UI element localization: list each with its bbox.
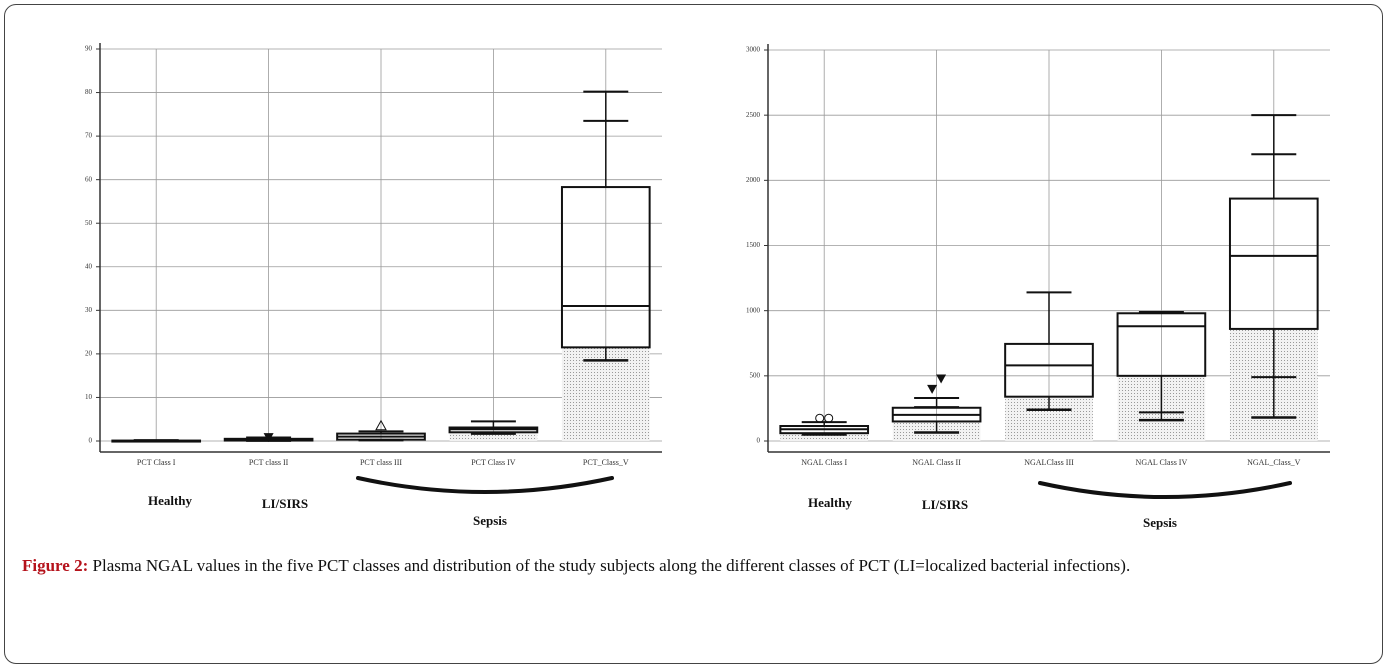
y-tick-label: 90 (85, 45, 93, 53)
y-tick-label: 2500 (746, 111, 761, 119)
y-tick-label: 1000 (746, 306, 761, 314)
y-tick-label: 70 (85, 132, 93, 140)
outlier (825, 414, 833, 422)
caption-text: Plasma NGAL values in the five PCT class… (93, 556, 1131, 575)
y-tick-label: 500 (750, 371, 761, 379)
group-label: LI/SIRS (262, 496, 308, 511)
x-tick-label: NGALClass III (1024, 458, 1074, 467)
y-tick-label: 40 (85, 262, 93, 270)
y-tick-label: 20 (85, 349, 93, 357)
group-label: LI/SIRS (922, 497, 968, 512)
outlier (927, 385, 937, 394)
y-tick-label: 2000 (746, 176, 761, 184)
x-tick-label: PCT class III (360, 458, 402, 467)
x-tick-label: PCT Class IV (471, 458, 516, 467)
y-tick-label: 60 (85, 175, 93, 183)
y-tick-label: 0 (89, 437, 93, 445)
y-tick-label: 0 (757, 437, 761, 445)
outlier (936, 374, 946, 383)
x-tick-label: NGAL Class IV (1136, 458, 1188, 467)
group-brace (358, 478, 612, 492)
y-tick-label: 3000 (746, 46, 761, 54)
group-brace (1040, 483, 1290, 497)
x-tick-label: PCT class II (249, 458, 289, 467)
group-label: Sepsis (1143, 515, 1177, 530)
y-tick-label: 30 (85, 306, 93, 314)
y-tick-label: 50 (85, 219, 93, 227)
outlier (816, 414, 824, 422)
group-label: Healthy (148, 493, 193, 508)
x-tick-label: NGAL Class II (912, 458, 961, 467)
y-tick-label: 80 (85, 88, 93, 96)
charts: 0 10 20 30 40 50 60 70 80 90 PCT Class I PCT class … (0, 0, 1389, 545)
y-tick-label: 1500 (746, 241, 761, 249)
y-tick-label: 10 (85, 393, 93, 401)
group-label: Healthy (808, 495, 853, 510)
x-tick-label: NGAL_Class_V (1247, 458, 1301, 467)
caption-label: Figure 2: (22, 556, 88, 575)
x-tick-label: PCT Class I (137, 458, 176, 467)
x-tick-label: PCT_Class_V (583, 458, 629, 467)
x-tick-label: NGAL Class I (801, 458, 847, 467)
group-label: Sepsis (473, 513, 507, 528)
caption: Figure 2: Plasma NGAL values in the five… (22, 553, 1367, 579)
